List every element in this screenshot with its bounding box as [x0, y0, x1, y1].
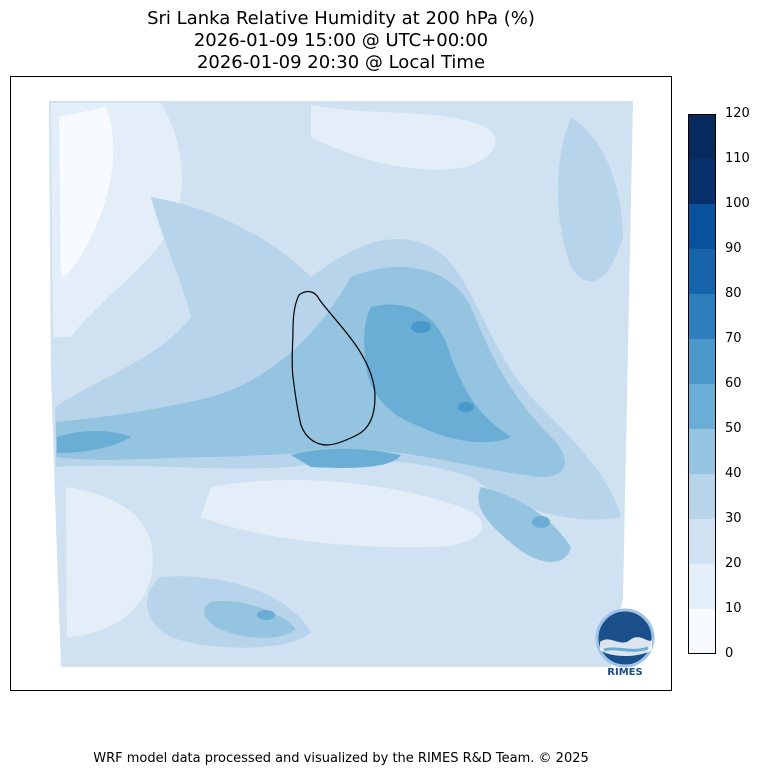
contour-high-southeast: [478, 487, 571, 562]
colorbar-tick-label: 50: [725, 421, 742, 436]
colorbar-segment: [688, 429, 716, 474]
colorbar-segment: [688, 564, 716, 609]
colorbar-tick-label: 110: [725, 151, 750, 166]
colorbar-segment: [688, 339, 716, 384]
rimes-logo: RIMES: [590, 606, 660, 678]
contour-spot: [257, 610, 275, 620]
sri-lanka-outline: [291, 290, 376, 446]
colorbar-tick-label: 30: [725, 511, 742, 526]
colorbar-segment: [688, 159, 716, 204]
contour-high-south-blob: [204, 601, 296, 638]
colorbar-segment: [688, 519, 716, 564]
colorbar-segment: [688, 114, 716, 159]
colorbar-segment: [688, 609, 716, 654]
colorbar-tick-label: 0: [725, 646, 734, 661]
contour-core-east: [364, 304, 511, 443]
contour-mid-east-strip: [557, 117, 623, 282]
humidity-map: [49, 101, 633, 667]
colorbar-tick-label: 70: [725, 331, 742, 346]
colorbar-segment: [688, 384, 716, 429]
colorbar-tick-label: 80: [725, 286, 742, 301]
contour-low-south: [201, 479, 483, 548]
map-subtitle-local: 2026-01-09 20:30 @ Local Time: [196, 52, 486, 73]
contour-core-south: [291, 448, 401, 468]
contour-low-north: [311, 105, 496, 170]
credit-text: WRF model data processed and visualized …: [93, 751, 589, 766]
colorbar-segment: [688, 204, 716, 249]
colorbar-tick-label: 60: [725, 376, 742, 391]
map-subtitle-utc: 2026-01-09 15:00 @ UTC+00:00: [193, 30, 489, 51]
map-title: Sri Lanka Relative Humidity at 200 hPa (…: [147, 8, 535, 29]
map-frame: [10, 76, 672, 691]
colorbar-tick-label: 120: [725, 106, 750, 121]
contour-spot: [458, 402, 474, 412]
contour-low-southwest: [66, 487, 153, 637]
colorbar-tick-label: 90: [725, 241, 742, 256]
colorbar-tick-label: 20: [725, 556, 742, 571]
colorbar-segment: [688, 294, 716, 339]
contour-spot: [411, 321, 431, 333]
colorbar-segment: [688, 474, 716, 519]
contour-core-west: [57, 431, 131, 453]
contour-spot: [532, 516, 550, 528]
logo-text: RIMES: [607, 667, 642, 678]
colorbar-tick-label: 40: [725, 466, 742, 481]
contour-low-west-core: [59, 107, 114, 277]
colorbar-segment: [688, 249, 716, 294]
colorbar-tick-label: 10: [725, 601, 742, 616]
colorbar-tick-label: 100: [725, 196, 750, 211]
colorbar: [688, 114, 716, 654]
